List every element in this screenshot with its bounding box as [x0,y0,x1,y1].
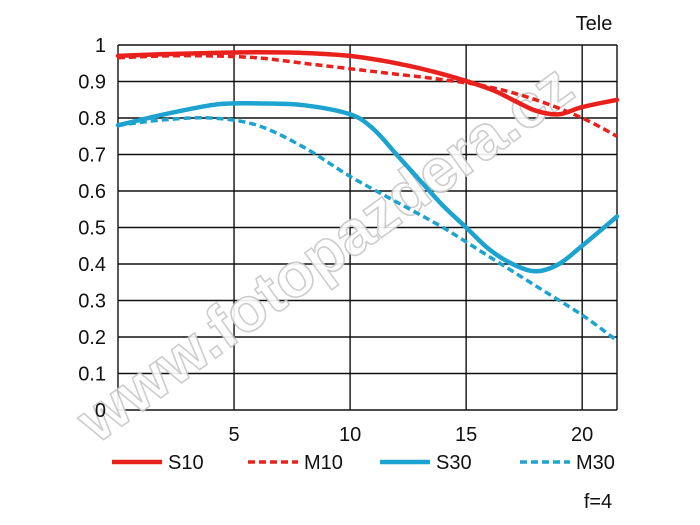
watermark-layer: www.fotopazdera.cz [63,50,586,457]
y-tick-label: 0.3 [78,291,106,313]
series-line-m10 [117,53,618,138]
y-tick-label: 0.4 [78,254,106,276]
tele-label: Tele [576,13,613,35]
series-line-s30 [115,100,620,274]
watermark-text: www.fotopazdera.cz [64,51,586,456]
x-tick-label: 5 [228,424,239,446]
y-tick-label: 0.7 [78,145,106,167]
y-tick-label: 0.2 [78,327,106,349]
aperture-label: f=4 [584,491,612,513]
axis-tick-labels: 00.10.20.30.40.50.60.70.80.915 10 15 20 [78,35,593,446]
legend-label-s10: S10 [168,452,204,474]
x-tick-label: 10 [339,424,361,446]
series-layer [115,50,620,343]
legend: S10 M10 S30 M30 [112,452,615,474]
legend-label-m30: M30 [576,452,615,474]
y-tick-label: 0.9 [78,72,106,94]
y-tick-label: 1 [95,35,106,57]
series-line-m30 [117,115,619,343]
legend-label-s30: S30 [436,452,472,474]
legend-label-m10: M10 [304,452,343,474]
y-tick-label: 0.5 [78,218,106,240]
y-tick-label: 0.1 [78,364,106,386]
x-tick-label: 20 [571,424,593,446]
y-tick-label: 0.6 [78,181,106,203]
y-tick-label: 0 [95,400,106,422]
x-tick-label: 15 [455,424,477,446]
y-tick-label: 0.8 [78,108,106,130]
series-line-s10 [115,50,620,117]
grid-lines [117,44,618,411]
